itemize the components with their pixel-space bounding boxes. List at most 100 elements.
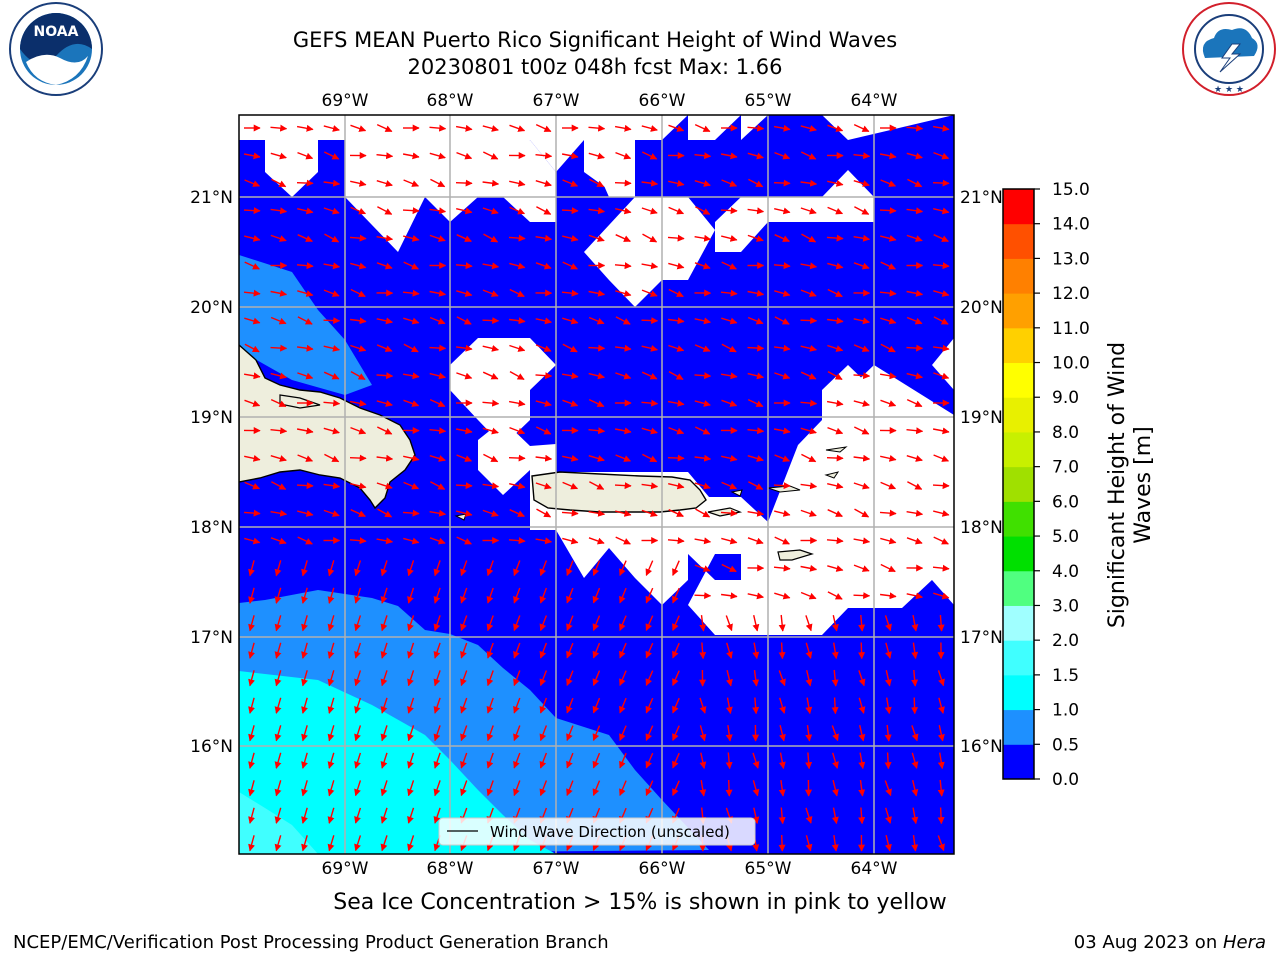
wave-direction-arrow	[539, 697, 548, 714]
wave-direction-arrow	[296, 427, 314, 435]
wave-direction-arrow	[641, 399, 659, 407]
wave-direction-arrow	[270, 316, 287, 325]
colorbar-swatch	[1003, 327, 1034, 364]
wave-direction-arrow	[482, 179, 500, 187]
wave-direction-arrow	[588, 124, 606, 132]
wave-direction-arrow	[561, 509, 579, 517]
wave-direction-arrow	[566, 560, 574, 577]
lat-label: 16°N	[190, 737, 233, 757]
wave-direction-arrow	[248, 752, 255, 769]
wave-direction-arrow	[720, 289, 738, 297]
wave-direction-arrow	[460, 697, 468, 714]
wave-direction-arrow	[748, 481, 764, 490]
wave-direction-arrow	[509, 426, 526, 435]
wave-direction-arrow	[297, 316, 313, 325]
wave-direction-arrow	[274, 670, 282, 687]
wave-direction-arrow	[380, 835, 388, 852]
wave-direction-arrow	[853, 262, 870, 270]
wave-direction-arrow	[641, 427, 658, 435]
wave-direction-arrow	[350, 317, 367, 325]
wave-direction-arrow	[376, 372, 394, 380]
wave-direction-arrow	[535, 426, 552, 435]
wave-direction-arrow	[694, 592, 712, 600]
wave-direction-arrow	[747, 289, 765, 297]
wave-direction-arrow	[509, 262, 526, 270]
wave-direction-arrow	[561, 289, 579, 297]
wave-direction-arrow	[535, 234, 553, 242]
wave-direction-arrow	[566, 697, 574, 714]
wave-direction-arrow	[937, 752, 945, 770]
wave-direction-arrow	[884, 615, 892, 632]
colorbar-frame	[1002, 188, 1035, 780]
wave-direction-arrow	[773, 427, 791, 435]
wave-direction-arrow	[773, 179, 791, 187]
wave-direction-arrow	[774, 316, 790, 325]
anguilla-land	[824, 471, 840, 479]
gridlines	[239, 115, 954, 854]
wave-direction-arrow	[831, 835, 839, 852]
wave-direction-arrow	[615, 344, 632, 352]
lat-label: 17°N	[960, 628, 1003, 648]
colorbar-tick-label: 11.0	[1052, 319, 1090, 339]
wave-direction-arrow	[672, 587, 680, 604]
wave-direction-arrow	[588, 372, 605, 380]
wave-direction-arrow	[535, 372, 553, 380]
svg-text:★ ★ ★: ★ ★ ★	[1214, 85, 1244, 95]
wave-direction-arrow	[853, 537, 871, 545]
wave-direction-arrow	[800, 399, 818, 407]
wave-direction-arrow	[327, 780, 335, 797]
wave-direction-arrow	[429, 289, 447, 297]
chart-subtitle: 20230801 t00z 048h fcst Max: 1.66	[407, 55, 783, 79]
wave-direction-arrow	[274, 780, 282, 797]
wave-direction-arrow	[244, 481, 261, 490]
colorbar-swatch	[1003, 709, 1034, 745]
wave-direction-arrow	[615, 454, 632, 462]
wave-direction-arrow	[513, 780, 521, 797]
wave-direction-arrow	[645, 697, 654, 714]
wave-direction-arrow	[774, 454, 791, 462]
colorbar-tick-label: 10.0	[1052, 354, 1090, 374]
wave-direction-arrow	[274, 642, 282, 659]
wave-direction-arrow	[354, 780, 362, 797]
wave-direction-arrow	[460, 670, 468, 687]
wave-direction-arrow	[562, 261, 578, 270]
wave-direction-arrow	[619, 560, 627, 577]
wave-direction-arrow	[380, 670, 388, 687]
wave-direction-arrow	[668, 179, 685, 187]
wave-direction-arrow	[456, 207, 473, 215]
lat-label: 20°N	[190, 298, 233, 318]
wave-direction-arrow	[906, 152, 923, 160]
wave-direction-arrow	[641, 207, 658, 215]
wave-direction-arrow	[327, 615, 335, 632]
wave-direction-arrow	[906, 537, 923, 545]
wave-direction-arrow	[349, 537, 367, 545]
wave-direction-arrow	[911, 614, 919, 632]
wave-direction-arrow	[296, 179, 314, 187]
wave-direction-arrow	[380, 642, 388, 659]
wave-direction-arrow	[433, 780, 441, 797]
wave-direction-arrow	[932, 427, 950, 435]
colorbar-swatch	[1003, 362, 1034, 398]
wave-direction-arrow	[509, 317, 526, 325]
wave-direction-arrow	[747, 509, 765, 517]
wave-direction-arrow	[645, 752, 654, 769]
wave-direction-arrow	[805, 725, 813, 742]
wave-direction-arrow	[508, 537, 526, 545]
wave-direction-arrow	[933, 234, 949, 242]
wave-direction-arrow	[778, 670, 786, 687]
wave-direction-arrow	[937, 779, 945, 797]
wave-direction-arrow	[752, 780, 760, 797]
wave-direction-arrow	[354, 725, 362, 742]
noaa-logo: NOAA	[9, 2, 103, 96]
wave-direction-arrow	[407, 752, 415, 769]
wave-direction-arrow	[880, 317, 897, 325]
wave-direction-arrow	[429, 509, 447, 517]
wave-direction-arrow	[906, 234, 923, 242]
colorbar-swatch	[1003, 293, 1034, 329]
wave-direction-arrow	[752, 697, 760, 715]
wave-direction-arrow	[885, 642, 892, 659]
wave-direction-arrow	[323, 427, 340, 435]
colorbar-tick-label: 3.0	[1052, 596, 1079, 616]
wave-direction-arrow	[592, 752, 601, 769]
wave-direction-arrow	[720, 509, 738, 517]
